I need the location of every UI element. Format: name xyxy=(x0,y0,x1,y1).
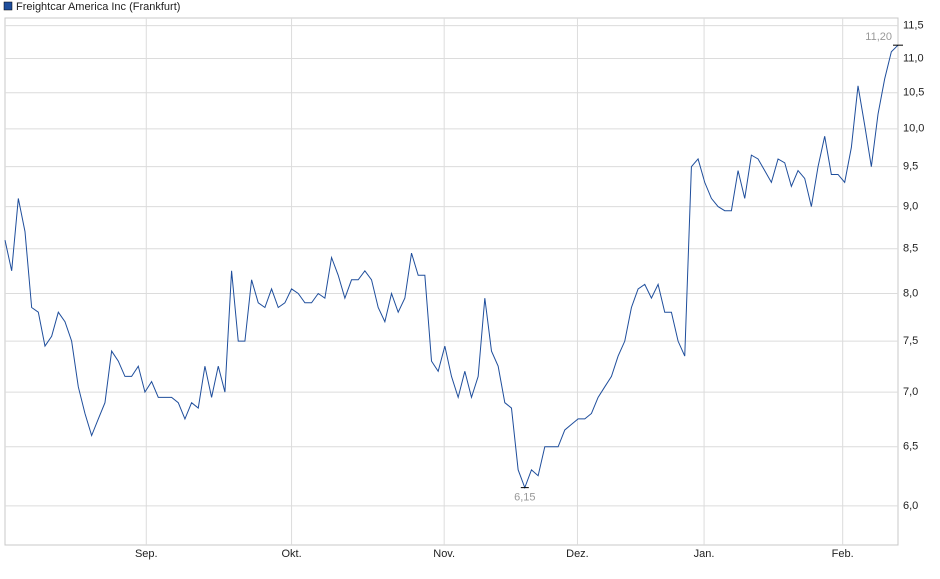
price-line xyxy=(4,44,899,490)
y-tick-label: 11,5 xyxy=(903,20,924,32)
y-tick-label: 10,5 xyxy=(903,87,924,99)
y-tick-label: 9,5 xyxy=(903,161,918,173)
y-tick-label: 10,0 xyxy=(903,123,924,135)
min-label: 6,15 xyxy=(514,492,535,504)
y-tick-label: 7,5 xyxy=(903,335,918,347)
legend-label: Freightcar America Inc (Frankfurt) xyxy=(16,1,180,13)
y-tick-label: 11,0 xyxy=(903,52,924,64)
x-tick-label: Dez. xyxy=(566,548,589,560)
x-tick-label: Feb. xyxy=(832,548,854,560)
x-tick-label: Sep. xyxy=(135,548,158,560)
x-tick-label: Nov. xyxy=(433,548,455,560)
y-tick-label: 7,0 xyxy=(903,386,918,398)
y-tick-label: 8,5 xyxy=(903,243,918,255)
y-tick-label: 9,0 xyxy=(903,200,918,212)
y-tick-label: 6,0 xyxy=(903,500,918,512)
legend-swatch xyxy=(3,1,13,11)
x-tick-label: Okt. xyxy=(281,548,301,560)
y-tick-label: 8,0 xyxy=(903,287,918,299)
x-tick-label: Jan. xyxy=(694,548,715,560)
plot-frame xyxy=(4,17,899,546)
y-tick-label: 6,5 xyxy=(903,441,918,453)
max-label: 11,20 xyxy=(865,31,892,43)
